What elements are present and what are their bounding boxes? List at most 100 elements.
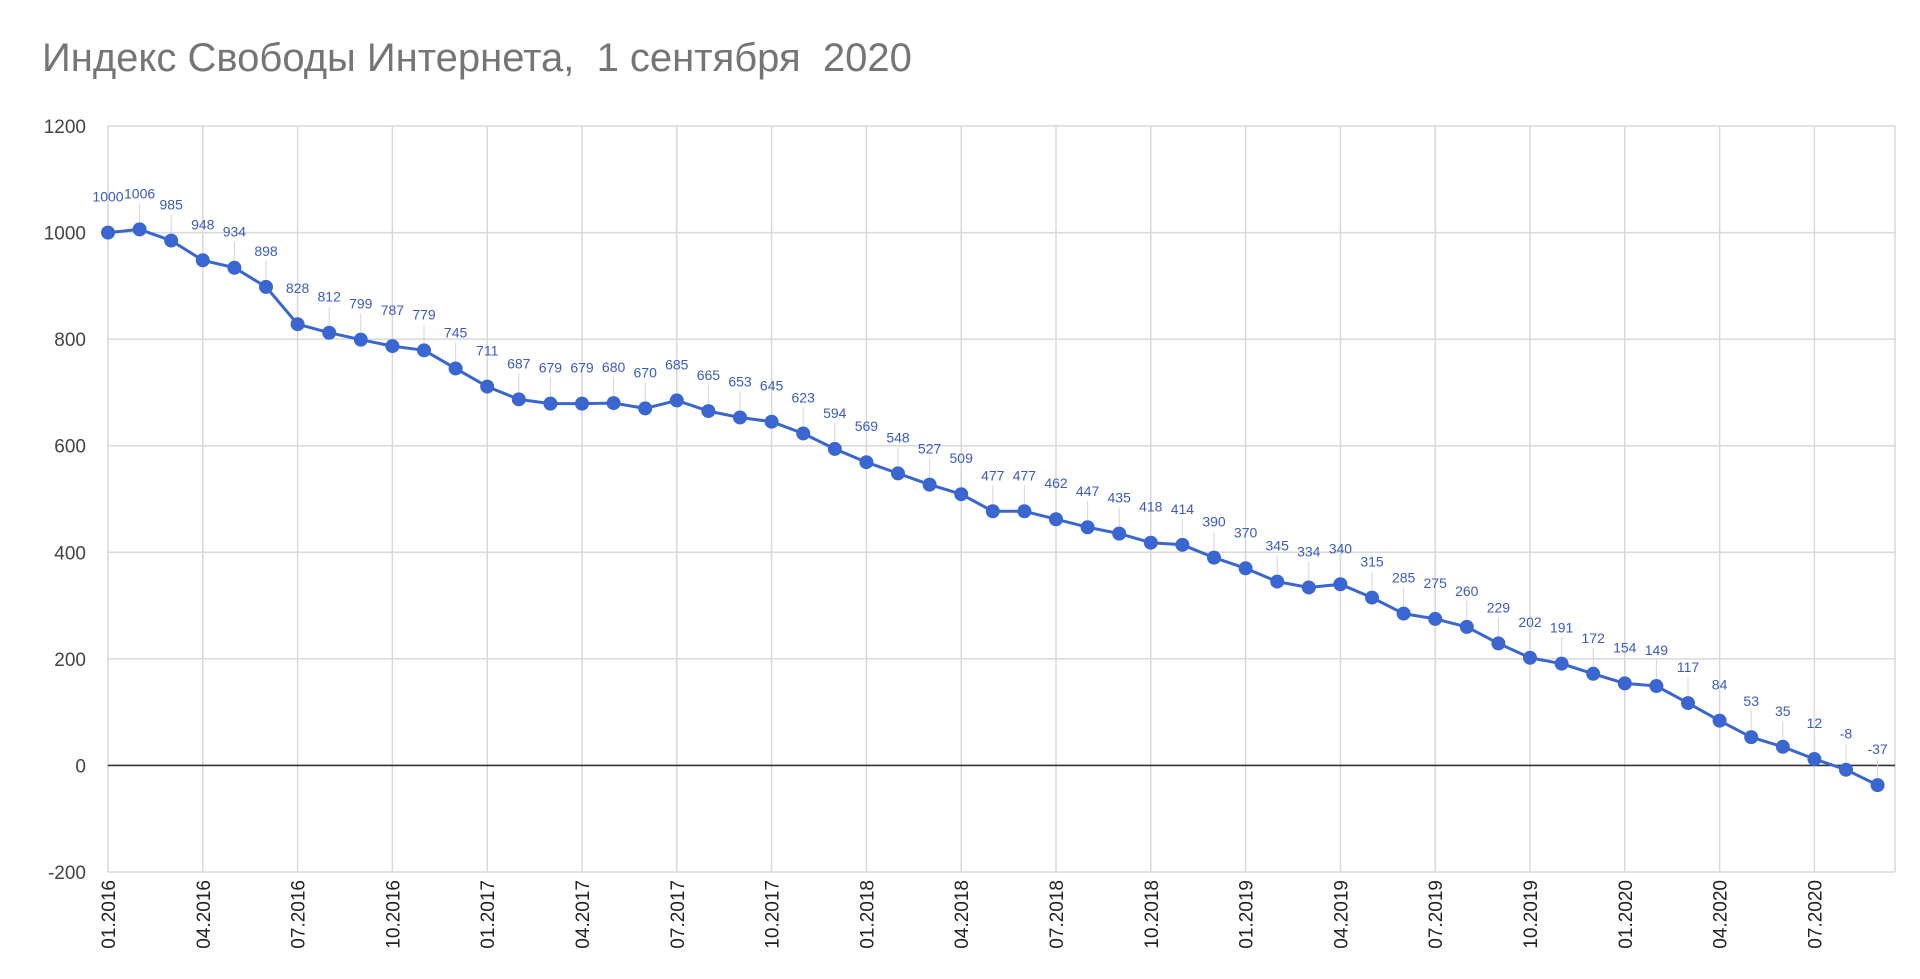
data-label: 334: [1297, 543, 1321, 559]
data-point: [1775, 739, 1790, 754]
data-point: [448, 361, 463, 376]
data-point: [1617, 676, 1632, 691]
data-point: [859, 455, 874, 470]
y-tick-label: 0: [75, 756, 86, 777]
data-label: 414: [1171, 501, 1195, 517]
data-label: 370: [1234, 524, 1258, 540]
y-axis-tick-labels: 1200 1000 800 600 400 200 0 -200: [44, 117, 86, 884]
data-label: 665: [697, 367, 721, 383]
data-label: 477: [1013, 467, 1037, 483]
data-label: 985: [160, 197, 184, 213]
data-point: [764, 414, 779, 429]
data-points: [101, 222, 1885, 793]
data-point: [1523, 650, 1537, 665]
data-label: 462: [1044, 475, 1068, 491]
x-axis-tick-labels: 01.2016 04.2016 07.2016 10.2016 01.2017 04.20…: [99, 880, 1826, 949]
data-label: 154: [1613, 639, 1637, 655]
data-point: [1017, 504, 1032, 519]
data-point: [1712, 713, 1727, 728]
data-label: 477: [981, 467, 1005, 483]
data-point: [1333, 577, 1348, 592]
data-label: 948: [191, 216, 215, 232]
data-point: [1839, 762, 1853, 777]
data-point: [827, 441, 842, 456]
x-tick-label: 01.2020: [1616, 880, 1637, 949]
data-point: [1238, 561, 1253, 576]
data-point: [1681, 696, 1695, 711]
x-tick-label: 07.2018: [1047, 880, 1068, 949]
data-point: [669, 393, 684, 408]
data-label: 229: [1487, 599, 1511, 615]
data-label: 527: [918, 441, 942, 457]
y-tick-label: -200: [48, 863, 86, 884]
data-point: [1586, 666, 1601, 681]
data-label: 779: [412, 306, 436, 322]
data-point: [322, 325, 337, 340]
x-tick-label: 10.2019: [1521, 880, 1542, 949]
data-label: 711: [476, 343, 499, 359]
data-point: [796, 426, 811, 441]
x-tick-label: 01.2016: [99, 880, 120, 949]
horizontal-gridlines: [108, 125, 1895, 873]
data-label: 685: [665, 356, 689, 372]
data-point: [353, 332, 368, 347]
data-point: [290, 317, 305, 332]
y-tick-label: 1200: [44, 117, 86, 138]
x-tick-label: 04.2017: [573, 880, 594, 949]
y-tick-label: 800: [54, 330, 86, 351]
data-label: 653: [728, 373, 752, 389]
data-labels: 1000 1006 985 948 934 898 828 812 799 787 779 745 71…: [92, 185, 1888, 779]
data-point: [575, 396, 589, 411]
data-label: 645: [760, 378, 784, 394]
data-label: 509: [950, 450, 974, 466]
data-point: [195, 253, 210, 268]
data-point: [954, 487, 969, 502]
y-tick-label: 400: [54, 543, 86, 564]
data-label: 569: [855, 418, 879, 434]
chart-title: Индекс Свободы Интернета, 1 сентября 202…: [42, 36, 912, 80]
data-label: 679: [570, 360, 594, 376]
data-label: -37: [1867, 741, 1887, 757]
data-label: 670: [634, 364, 658, 380]
data-label: 260: [1455, 583, 1479, 599]
data-point: [701, 404, 716, 419]
data-point: [891, 466, 905, 481]
data-label: 285: [1392, 570, 1416, 586]
data-point: [1365, 590, 1379, 605]
data-label: 1006: [124, 185, 155, 201]
y-tick-label: 600: [54, 437, 86, 458]
data-point: [101, 225, 115, 240]
x-tick-label: 01.2018: [857, 880, 878, 949]
data-label: 680: [602, 359, 626, 375]
data-point: [1301, 580, 1316, 595]
data-label: 35: [1775, 703, 1791, 719]
data-label: 594: [823, 405, 847, 421]
data-point: [480, 379, 495, 394]
data-point: [1649, 679, 1664, 694]
data-point: [922, 477, 937, 492]
x-tick-label: 01.2019: [1237, 880, 1258, 949]
data-point: [1112, 526, 1127, 541]
data-point: [164, 233, 179, 248]
data-point: [1396, 606, 1411, 621]
data-point: [1554, 656, 1569, 671]
data-label: -8: [1840, 726, 1853, 742]
x-tick-label: 10.2016: [383, 880, 404, 949]
data-point: [1049, 512, 1063, 527]
data-label: 418: [1139, 499, 1163, 515]
data-point: [1428, 611, 1443, 626]
x-tick-label: 04.2016: [194, 880, 215, 949]
data-label: 1000: [92, 189, 123, 205]
data-label: 623: [792, 389, 816, 405]
data-label: 447: [1076, 483, 1100, 499]
data-label: 12: [1807, 715, 1823, 731]
data-label: 191: [1550, 620, 1574, 636]
x-tick-label: 01.2017: [478, 880, 499, 949]
data-label: 172: [1582, 630, 1606, 646]
data-point: [1080, 520, 1095, 535]
data-point: [511, 392, 526, 407]
data-point: [417, 343, 431, 358]
data-point: [132, 222, 147, 237]
y-tick-label: 1000: [44, 224, 86, 245]
